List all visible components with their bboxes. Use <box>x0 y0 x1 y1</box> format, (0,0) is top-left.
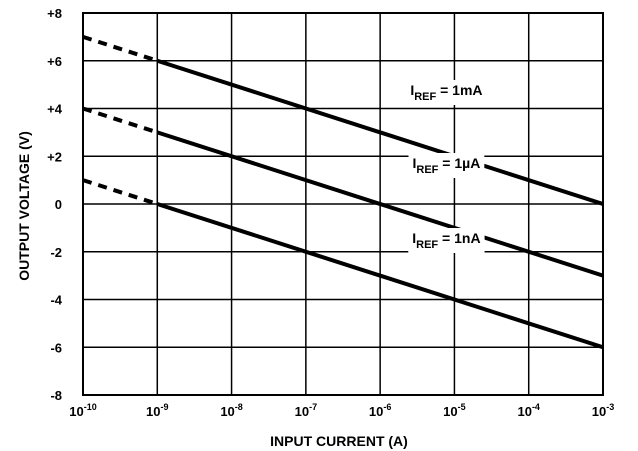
x-tick-label: 10-4 <box>517 402 539 419</box>
x-axis-title: INPUT CURRENT (A) <box>270 433 408 449</box>
x-tick-label: 10-7 <box>295 402 317 419</box>
series-extrapolated-line <box>82 106 158 135</box>
series-extrapolated-line <box>82 34 158 63</box>
x-tick-label: 10-5 <box>443 402 465 419</box>
series-label: IREF = 1mA <box>410 82 482 103</box>
grid <box>83 13 603 395</box>
series-label: IREF = 1µA <box>413 155 481 176</box>
series-label: IREF = 1nA <box>412 230 480 251</box>
series-lines <box>82 34 604 350</box>
series-line <box>156 58 604 206</box>
series-label-background <box>408 228 485 253</box>
y-tick-label: -8 <box>50 388 62 403</box>
y-tick-label: +6 <box>47 54 62 69</box>
y-tick-label: +4 <box>47 102 63 117</box>
series-line <box>156 202 604 350</box>
y-tick-label: -6 <box>50 340 62 355</box>
y-tick-label: +8 <box>47 6 62 21</box>
series-extrapolated-line <box>82 178 158 206</box>
series-labels: IREF = 1mA IREF = 1µA IREF = 1nA <box>406 80 487 253</box>
y-tick-label: 0 <box>55 197 62 212</box>
x-tick-label: 10-9 <box>146 402 168 419</box>
series-label-background <box>408 153 485 178</box>
y-tick-label: -2 <box>50 245 62 260</box>
y-tick-label: +2 <box>47 149 62 164</box>
x-tick-label: 10-10 <box>69 402 96 419</box>
series-line <box>156 130 604 278</box>
y-axis-title: OUTPUT VOLTAGE (V) <box>16 131 32 281</box>
x-tick-labels: 10-10 10-9 10-8 10-7 10-6 10-5 10-4 10-3 <box>69 402 614 419</box>
x-tick-label: 10-6 <box>369 402 391 419</box>
y-tick-labels: +8 +6 +4 +2 0 -2 -4 -6 -8 <box>47 6 63 403</box>
x-tick-label: 10-8 <box>220 402 242 419</box>
plot-frame <box>82 12 604 396</box>
x-tick-label: 10-3 <box>592 402 614 419</box>
series-label-background <box>406 80 487 105</box>
y-tick-label: -4 <box>50 293 62 308</box>
